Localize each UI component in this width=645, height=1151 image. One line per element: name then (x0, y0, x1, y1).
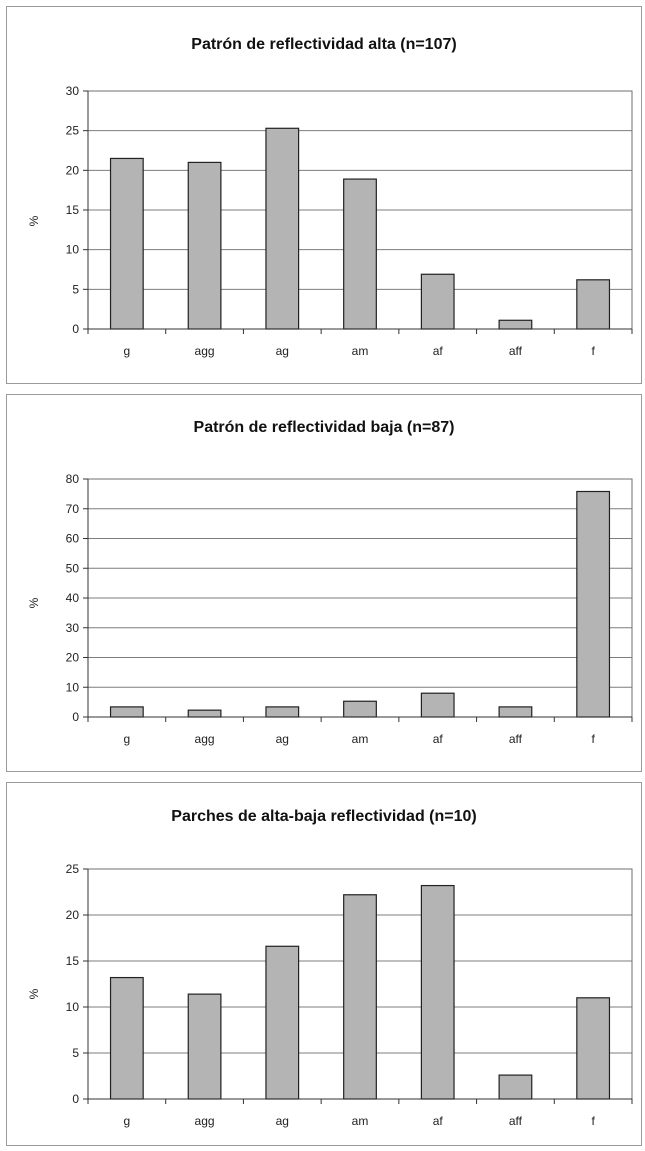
chart-1-title: Patrón de reflectividad alta (n=107) (191, 36, 456, 53)
x-tick-label: aff (509, 344, 523, 358)
x-tick-label: ag (276, 1114, 289, 1128)
y-tick-label: 10 (66, 680, 80, 694)
bar-aff (498, 706, 533, 718)
x-tick-label: am (352, 1114, 369, 1128)
bar-aff (498, 1074, 533, 1100)
chart-1-svg: Patrón de reflectividad alta (n=107) % 0… (27, 36, 633, 358)
y-tick-label: 50 (66, 561, 80, 575)
chart-3-title: Parches de alta-baja reflectividad (n=10… (171, 808, 476, 825)
y-tick-label: 15 (66, 954, 80, 968)
chart-3-svg: Parches de alta-baja reflectividad (n=10… (27, 808, 633, 1128)
bar-af (420, 273, 455, 330)
chart-3-ylabel: % (27, 988, 41, 999)
x-tick-label: f (591, 344, 595, 358)
y-tick-label: 40 (66, 591, 80, 605)
chart-1-ylabel: % (27, 215, 41, 226)
bar-g (109, 706, 144, 718)
chart-2-ylabel: % (27, 597, 41, 608)
bar-af (420, 692, 455, 718)
x-tick-label: ag (276, 732, 289, 746)
bar-agg (187, 709, 222, 718)
y-tick-label: 10 (66, 243, 80, 257)
bar-ag (265, 127, 300, 330)
bar-ag (265, 706, 300, 718)
x-tick-label: af (433, 1114, 444, 1128)
x-tick-label: ag (276, 344, 289, 358)
y-tick-label: 15 (66, 203, 80, 217)
x-tick-label: agg (195, 344, 215, 358)
bar-f (576, 279, 611, 330)
y-tick-label: 0 (72, 322, 79, 336)
y-tick-label: 25 (66, 124, 80, 138)
y-tick-label: 0 (72, 1092, 79, 1106)
x-tick-label: agg (195, 732, 215, 746)
bar-g (109, 157, 144, 330)
x-tick-label: agg (195, 1114, 215, 1128)
x-tick-label: aff (509, 732, 523, 746)
y-tick-label: 30 (66, 84, 80, 98)
y-tick-label: 5 (72, 282, 79, 296)
chart-2-svg: Patrón de reflectividad baja (n=87) % 0 1… (27, 419, 633, 746)
x-tick-label: g (124, 344, 131, 358)
x-tick-label: af (433, 344, 444, 358)
bar-af (420, 884, 455, 1100)
bar-agg (187, 993, 222, 1100)
x-tick-label: am (352, 732, 369, 746)
bar-agg (187, 161, 222, 330)
bar-am (343, 178, 377, 330)
x-tick-label: f (591, 732, 595, 746)
bar-am (343, 894, 377, 1100)
x-tick-label: am (352, 344, 369, 358)
y-tick-label: 20 (66, 163, 80, 177)
y-tick-label: 25 (66, 862, 80, 876)
chart-2-title: Patrón de reflectividad baja (n=87) (194, 419, 455, 436)
x-tick-label: aff (509, 1114, 523, 1128)
x-tick-label: af (433, 732, 444, 746)
y-tick-label: 30 (66, 621, 80, 635)
bar-am (343, 700, 377, 718)
y-tick-label: 20 (66, 908, 80, 922)
bar-aff (498, 319, 533, 330)
y-tick-label: 10 (66, 1000, 80, 1014)
chart-panel-1: Patrón de reflectividad alta (n=107) % 0… (6, 6, 642, 384)
chart-panel-2: Patrón de reflectividad baja (n=87) % 0 1… (6, 394, 642, 772)
y-tick-label: 70 (66, 502, 80, 516)
chart-panel-3: Parches de alta-baja reflectividad (n=10… (6, 782, 642, 1146)
bar-g (109, 976, 144, 1100)
y-tick-label: 0 (72, 710, 79, 724)
bar-f (576, 997, 611, 1100)
x-tick-label: g (124, 732, 131, 746)
bar-ag (265, 945, 300, 1100)
y-tick-label: 20 (66, 651, 80, 665)
y-tick-label: 80 (66, 472, 80, 486)
x-tick-label: g (124, 1114, 131, 1128)
y-tick-label: 5 (72, 1046, 79, 1060)
x-tick-label: f (591, 1114, 595, 1128)
bar-f (576, 490, 611, 718)
y-tick-label: 60 (66, 532, 80, 546)
